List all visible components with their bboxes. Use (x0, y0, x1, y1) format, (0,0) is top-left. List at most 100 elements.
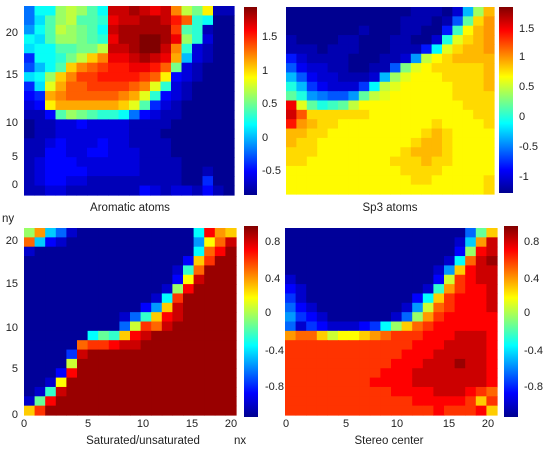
heatmap-cell (97, 43, 109, 54)
heatmap-cell (358, 109, 370, 120)
heatmap-cell (316, 237, 328, 248)
heatmap-cell (214, 377, 226, 388)
heatmap-cell (410, 165, 422, 176)
heatmap-cell (24, 81, 36, 92)
heatmap-cell (87, 237, 99, 248)
heatmap-cell (348, 25, 360, 36)
heatmap-cell (422, 256, 434, 266)
heatmap-cell (306, 256, 318, 266)
heatmap-cell (225, 349, 237, 360)
heatmap-cell (390, 100, 401, 111)
heatmap-cell (327, 321, 339, 332)
heatmap-cell (160, 166, 172, 177)
heatmap-cell (473, 63, 485, 74)
heatmap-cell (452, 35, 464, 45)
heatmap-cell (412, 265, 424, 276)
heatmap-cell (410, 119, 422, 130)
heatmap-cell (410, 72, 422, 83)
heatmap-cell (452, 81, 464, 92)
heatmap-cell (172, 256, 184, 266)
x-tick-labels: 0 5 10 15 20 (21, 418, 237, 430)
heatmap-cell (87, 34, 99, 45)
heatmap-cell (317, 91, 329, 102)
heatmap-cell (108, 185, 120, 196)
heatmap-cell (97, 62, 109, 73)
heatmap-cell (140, 330, 152, 341)
heatmap-cell (296, 137, 308, 148)
heatmap-cell (204, 246, 216, 257)
heatmap-cell (473, 91, 485, 102)
heatmap-cell (338, 368, 350, 379)
heatmap-cell (193, 312, 205, 323)
heatmap-cell (296, 184, 308, 195)
heatmap-cell (193, 405, 205, 416)
heatmap-cell (97, 6, 109, 17)
heatmap-cell (181, 43, 193, 54)
heatmap-cell (151, 321, 163, 332)
heatmap-cell (130, 377, 142, 388)
heatmap-cell (87, 62, 99, 73)
heatmap-cell (97, 147, 109, 158)
heatmap-cell (45, 6, 57, 17)
heatmap-cell (172, 340, 184, 351)
heatmap-cell (379, 63, 391, 74)
heatmap-cell (401, 368, 413, 379)
heatmap-cell (379, 25, 391, 36)
heatmap-cell (150, 43, 162, 54)
heatmap-cell (139, 109, 151, 120)
panel-title: Stereo center (354, 435, 423, 447)
heatmap-cell (295, 237, 307, 248)
heatmap-cell (285, 330, 297, 341)
heatmap-cell (348, 109, 360, 120)
heatmap-cell (400, 184, 412, 195)
heatmap-cell (462, 128, 474, 139)
heatmap-cell (130, 358, 142, 369)
heatmap-cell (223, 43, 235, 54)
heatmap-cell (401, 237, 413, 248)
heatmap-cell (66, 91, 78, 102)
heatmap-cell (66, 109, 78, 120)
heatmap-cell (379, 35, 391, 45)
heatmap-cell (45, 358, 57, 369)
heatmap-cell (317, 25, 329, 36)
heatmap-cell (202, 147, 214, 158)
heatmap-cell (465, 368, 477, 379)
heatmap-cell (452, 100, 464, 111)
heatmap-cell (140, 237, 152, 248)
heatmap-cell (45, 265, 57, 276)
heatmap-cell (130, 265, 142, 276)
heatmap-cell (317, 7, 329, 17)
heatmap-cell (285, 386, 297, 397)
heatmap-cell (286, 119, 297, 130)
heatmap-cell (391, 340, 403, 351)
heatmap-cell (433, 377, 445, 388)
heatmap-cell (160, 176, 172, 187)
heatmap-cell (327, 302, 339, 313)
x-tick-label: 20 (482, 418, 494, 430)
heatmap-cell (473, 44, 485, 55)
heatmap-cell (45, 157, 57, 168)
heatmap-cell (296, 175, 308, 186)
heatmap-cell (108, 6, 120, 17)
heatmap-cell (379, 72, 391, 83)
heatmap-cell (55, 100, 67, 111)
heatmap-cell (66, 265, 78, 276)
heatmap-cell (55, 377, 67, 388)
heatmap-cell (422, 349, 434, 360)
heatmap-cell (348, 165, 360, 176)
heatmap-cell (108, 237, 120, 248)
heatmap-cell (442, 35, 453, 45)
heatmap-cell (118, 100, 130, 111)
heatmap-cell (108, 228, 120, 238)
heatmap-cell (348, 386, 360, 397)
heatmap-cell (66, 157, 78, 168)
heatmap-cell (462, 109, 474, 120)
heatmap-cell (193, 377, 205, 388)
heatmap-cell (193, 349, 205, 360)
heatmap-cell (87, 340, 99, 351)
heatmap-cell (66, 321, 78, 332)
heatmap-cell (171, 6, 183, 17)
heatmap-cell (358, 7, 370, 17)
heatmap-cell (306, 265, 318, 276)
x-tick-label: 20 (225, 418, 237, 430)
